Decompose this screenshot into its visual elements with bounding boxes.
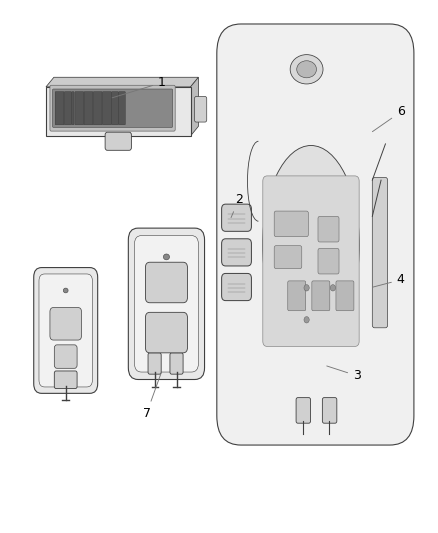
FancyBboxPatch shape xyxy=(322,398,337,423)
FancyBboxPatch shape xyxy=(54,345,77,368)
FancyBboxPatch shape xyxy=(312,281,330,311)
Ellipse shape xyxy=(304,317,309,323)
FancyBboxPatch shape xyxy=(72,92,74,125)
Polygon shape xyxy=(46,77,198,87)
FancyBboxPatch shape xyxy=(263,176,359,346)
FancyBboxPatch shape xyxy=(274,211,308,237)
FancyBboxPatch shape xyxy=(148,353,161,374)
FancyBboxPatch shape xyxy=(217,24,414,445)
Text: 7: 7 xyxy=(143,373,161,419)
Text: 4: 4 xyxy=(373,273,405,287)
FancyBboxPatch shape xyxy=(222,239,251,266)
FancyBboxPatch shape xyxy=(119,92,125,125)
FancyBboxPatch shape xyxy=(274,246,302,269)
FancyBboxPatch shape xyxy=(145,312,187,353)
Text: 1: 1 xyxy=(112,76,166,98)
FancyBboxPatch shape xyxy=(145,262,187,303)
Ellipse shape xyxy=(63,288,68,293)
FancyBboxPatch shape xyxy=(318,216,339,242)
Text: 3: 3 xyxy=(327,366,361,382)
FancyBboxPatch shape xyxy=(64,92,71,125)
FancyBboxPatch shape xyxy=(102,92,111,125)
Ellipse shape xyxy=(163,254,170,260)
FancyBboxPatch shape xyxy=(222,273,251,301)
FancyBboxPatch shape xyxy=(222,204,251,231)
FancyBboxPatch shape xyxy=(170,353,183,374)
FancyBboxPatch shape xyxy=(50,308,81,340)
FancyBboxPatch shape xyxy=(93,92,102,125)
FancyBboxPatch shape xyxy=(105,132,131,150)
Polygon shape xyxy=(191,77,198,136)
Ellipse shape xyxy=(297,61,316,78)
FancyBboxPatch shape xyxy=(34,268,98,393)
FancyBboxPatch shape xyxy=(372,177,388,328)
FancyBboxPatch shape xyxy=(296,398,311,423)
Polygon shape xyxy=(46,87,191,136)
FancyBboxPatch shape xyxy=(55,92,64,125)
FancyBboxPatch shape xyxy=(112,92,118,125)
FancyBboxPatch shape xyxy=(288,281,306,311)
FancyBboxPatch shape xyxy=(194,96,207,122)
FancyBboxPatch shape xyxy=(128,228,205,379)
FancyBboxPatch shape xyxy=(134,236,198,372)
Ellipse shape xyxy=(304,285,309,291)
FancyBboxPatch shape xyxy=(54,371,77,389)
Ellipse shape xyxy=(262,146,359,345)
FancyBboxPatch shape xyxy=(75,92,84,125)
FancyBboxPatch shape xyxy=(336,281,354,311)
FancyBboxPatch shape xyxy=(50,85,175,131)
FancyBboxPatch shape xyxy=(53,89,173,127)
Ellipse shape xyxy=(330,285,336,291)
Text: 6: 6 xyxy=(372,106,405,132)
FancyBboxPatch shape xyxy=(39,274,92,387)
Text: 2: 2 xyxy=(231,193,243,217)
FancyBboxPatch shape xyxy=(84,92,93,125)
Ellipse shape xyxy=(290,54,323,84)
FancyBboxPatch shape xyxy=(318,248,339,274)
